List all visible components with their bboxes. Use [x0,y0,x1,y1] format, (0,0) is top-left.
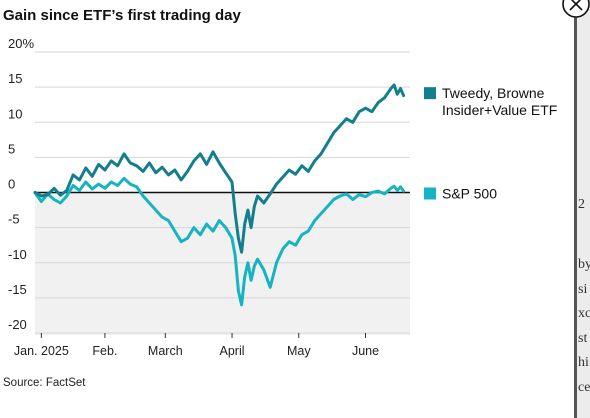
y-tick-label: -10 [8,247,27,262]
chart-title: Gain since ETF’s first trading day [3,7,241,24]
x-tick-label: Feb. [92,344,117,358]
y-tick-label: 0 [8,177,15,192]
background-text-fragment: ce [578,380,590,395]
legend-swatch [424,187,436,200]
grid [35,51,410,334]
x-tick-label: March [148,344,183,358]
y-tick-label: 10 [8,106,22,121]
legend-swatch [424,87,436,100]
y-tick-label: 15 [8,71,22,86]
series-lines [33,83,406,307]
legend-label: Insider+Value ETF [442,102,557,118]
x-tick-label: May [287,344,311,358]
y-tick-label: 20% [8,36,34,51]
y-axis-ticks: 20% 15 10 5 0 -5 -10 -15 -20 [8,36,34,332]
background-page-divider [574,0,577,418]
y-tick-label: -15 [8,282,27,297]
x-tick-label: June [352,344,379,358]
y-tick-label: -5 [8,212,20,227]
background-page-strip [577,0,590,418]
legend-label: S&P 500 [442,186,497,202]
x-tick-label: April [220,344,245,358]
background-text-fragment: si [578,282,587,297]
y-tick-label: 5 [8,141,15,156]
x-axis-ticks: Jan. 2025 Feb. March April May June [14,333,379,358]
close-icon[interactable] [562,0,590,18]
background-text-fragment: by [578,257,590,272]
legend-label: Tweedy, Browne [442,85,545,101]
x-tick-label: Jan. 2025 [14,344,69,358]
chart-source: Source: FactSet [3,377,86,389]
y-tick-label: -20 [8,317,27,332]
negative-region-shade [35,192,410,335]
background-text: 2 by si xc st hi ce [578,197,590,395]
series-line-etf [33,83,406,254]
series-line-sp500 [33,176,406,307]
background-text-fragment: xc [578,306,590,321]
background-text-fragment: hi [578,355,589,370]
background-text-fragment: st [578,331,587,346]
background-text-fragment: 2 [578,197,585,212]
